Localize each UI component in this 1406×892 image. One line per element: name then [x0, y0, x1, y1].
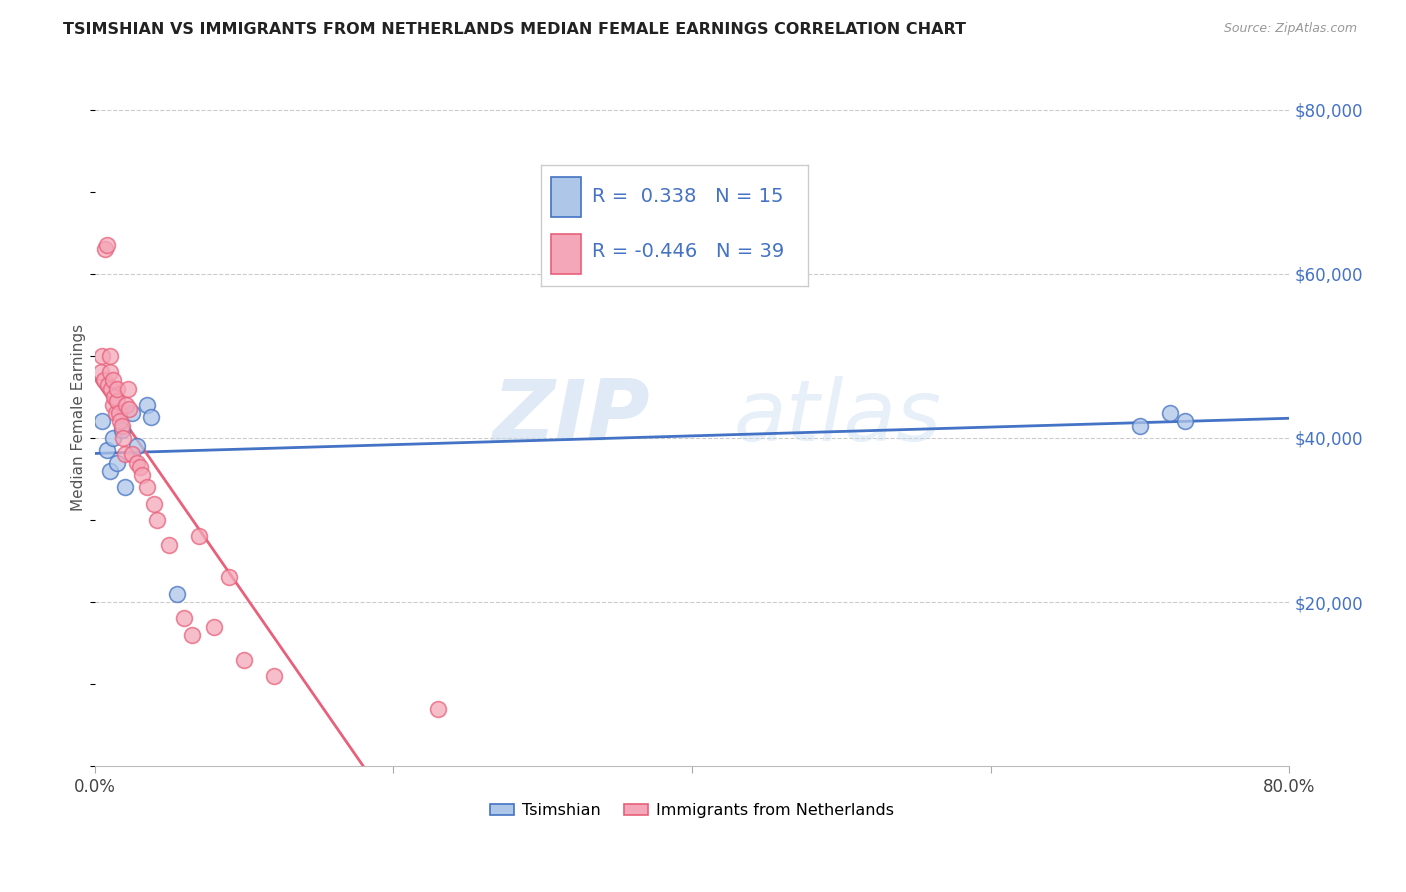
Point [105, 382, 128, 396]
Text: Source: ZipAtlas.com: Source: ZipAtlas.com [1223, 22, 1357, 36]
Text: R =  0.338   N = 15: R = 0.338 N = 15 [592, 186, 783, 205]
Point [121, 406, 143, 420]
Point [118, 402, 141, 417]
Point [101, 373, 124, 387]
Point [96, 443, 118, 458]
Text: TSIMSHIAN VS IMMIGRANTS FROM NETHERLANDS MEDIAN FEMALE EARNINGS CORRELATION CHAR: TSIMSHIAN VS IMMIGRANTS FROM NETHERLANDS… [63, 22, 966, 37]
Point [188, 529, 211, 543]
Bar [551, 178, 581, 217]
Point [427, 702, 450, 716]
Point [218, 570, 240, 584]
Point [104, 406, 127, 420]
Point [94, 242, 117, 256]
Text: ZIP: ZIP [492, 376, 650, 458]
Point [157, 538, 180, 552]
Text: R = -0.446   N = 39: R = -0.446 N = 39 [592, 243, 783, 261]
Point [117, 382, 139, 396]
Point [136, 480, 159, 494]
Point [97, 377, 120, 392]
Point [107, 406, 129, 420]
Point [128, 459, 150, 474]
Point [114, 447, 136, 461]
Point [96, 238, 118, 252]
Bar [551, 234, 581, 274]
Point [1159, 406, 1181, 420]
Point [180, 628, 202, 642]
Point [103, 390, 125, 404]
Point [166, 587, 188, 601]
Point [1129, 418, 1152, 433]
Point [112, 431, 135, 445]
Point [131, 467, 153, 482]
Point [125, 439, 148, 453]
Point [101, 398, 124, 412]
Point [90, 365, 112, 379]
Point [263, 669, 285, 683]
Point [101, 431, 124, 445]
Point [115, 398, 138, 412]
Point [121, 447, 143, 461]
Y-axis label: Median Female Earnings: Median Female Earnings [72, 324, 86, 511]
Point [91, 415, 114, 429]
Point [1174, 415, 1197, 429]
Point [141, 410, 163, 425]
Point [136, 398, 159, 412]
Point [110, 423, 132, 437]
Point [100, 382, 122, 396]
Point [143, 497, 166, 511]
Point [91, 349, 114, 363]
Point [105, 393, 128, 408]
Point [105, 456, 128, 470]
Text: atlas: atlas [734, 376, 942, 458]
Point [110, 418, 132, 433]
Point [146, 513, 169, 527]
Point [233, 652, 256, 666]
Point [173, 611, 195, 625]
Point [114, 480, 136, 494]
Point [98, 365, 121, 379]
Legend: Tsimshian, Immigrants from Netherlands: Tsimshian, Immigrants from Netherlands [484, 797, 901, 824]
Point [202, 620, 225, 634]
Point [108, 415, 131, 429]
Point [125, 456, 148, 470]
Point [98, 349, 121, 363]
Point [93, 373, 115, 387]
Point [98, 464, 121, 478]
